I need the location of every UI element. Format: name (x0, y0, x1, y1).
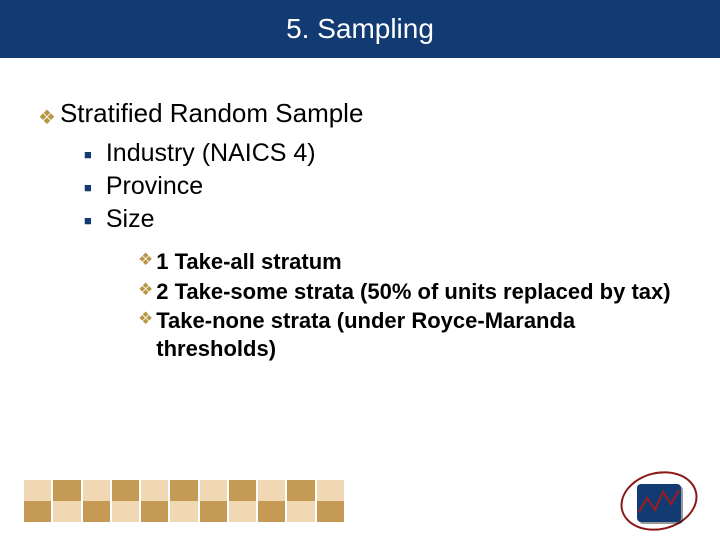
footer-cell (170, 480, 199, 501)
footer-cell (317, 501, 344, 522)
diamond-icon: ❖ (138, 251, 153, 268)
footer-cell (317, 480, 344, 501)
sub-sub-bullet-text: 2 Take-some strata (50% of units replace… (156, 278, 670, 306)
sub-bullet: ■ Size (84, 205, 682, 234)
square-icon: ■ (84, 213, 92, 228)
footer-cell (112, 480, 141, 501)
sub-bullet: ■ Province (84, 172, 682, 201)
footer-cell (24, 501, 53, 522)
footer-cell (83, 480, 112, 501)
sub-sub-list: ❖ 1 Take-all stratum ❖ 2 Take-some strat… (138, 248, 682, 362)
logo-chart-icon (637, 484, 681, 522)
sub-sub-bullet: ❖ Take-none strata (under Royce-Maranda … (138, 307, 682, 362)
footer-cell (53, 501, 82, 522)
footer-grid (24, 480, 344, 522)
sub-sub-bullet: ❖ 2 Take-some strata (50% of units repla… (138, 278, 682, 306)
sub-sub-bullet-text: Take-none strata (under Royce-Maranda th… (156, 307, 682, 362)
diamond-icon: ❖ (38, 108, 56, 128)
footer-cell (83, 501, 112, 522)
sub-list: ■ Industry (NAICS 4) ■ Province ■ Size ❖… (84, 139, 682, 362)
sub-bullet-text: Province (106, 172, 203, 201)
sub-sub-bullet: ❖ 1 Take-all stratum (138, 248, 682, 276)
diamond-icon: ❖ (138, 281, 153, 298)
footer-cell (200, 501, 229, 522)
sub-bullet-text: Size (106, 205, 155, 234)
footer-cell (141, 480, 170, 501)
slide-title: 5. Sampling (286, 13, 434, 45)
footer-cell (287, 480, 316, 501)
main-bullet: ❖ Stratified Random Sample (38, 98, 682, 129)
square-icon: ■ (84, 147, 92, 162)
diamond-icon: ❖ (138, 310, 153, 327)
logo-panel (637, 484, 681, 522)
footer-cell (24, 480, 53, 501)
footer-cell (229, 501, 258, 522)
logo (620, 470, 698, 532)
slide-header: 5. Sampling (0, 0, 720, 58)
sub-bullet-text: Industry (NAICS 4) (106, 139, 316, 168)
footer-cell (287, 501, 316, 522)
footer-cell (258, 480, 287, 501)
footer-cell (53, 480, 82, 501)
footer-cell (258, 501, 287, 522)
main-bullet-text: Stratified Random Sample (60, 98, 363, 129)
footer-cell (229, 480, 258, 501)
footer-cell (200, 480, 229, 501)
footer-cell (112, 501, 141, 522)
sub-sub-bullet-text: 1 Take-all stratum (156, 248, 341, 276)
square-icon: ■ (84, 180, 92, 195)
footer-row-top (24, 480, 344, 501)
slide-content: ❖ Stratified Random Sample ■ Industry (N… (0, 58, 720, 362)
sub-bullet: ■ Industry (NAICS 4) (84, 139, 682, 168)
footer-row-bottom (24, 501, 344, 522)
footer-cell (141, 501, 170, 522)
footer-cell (170, 501, 199, 522)
